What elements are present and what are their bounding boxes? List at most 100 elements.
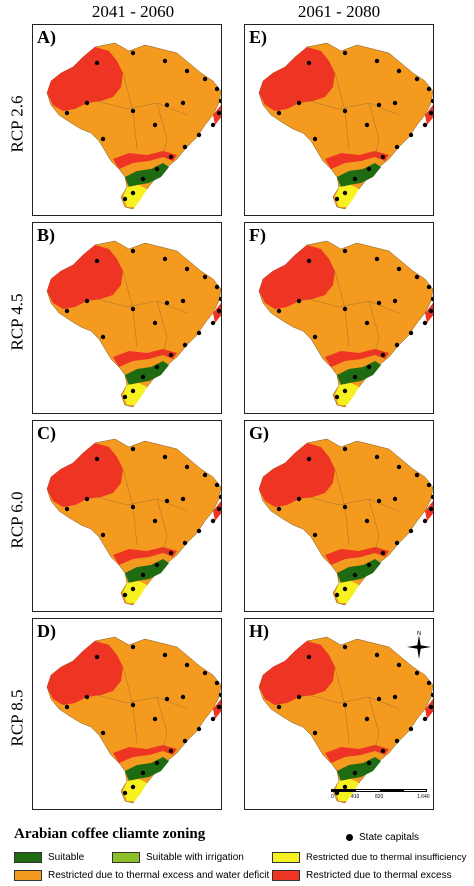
state-capital-dot xyxy=(168,352,174,358)
state-capital-dot xyxy=(306,654,312,660)
legend-insufficiency: Restricted due to thermal insufficiency xyxy=(272,852,466,863)
state-border xyxy=(308,496,400,512)
state-capital-dot xyxy=(366,166,372,172)
header-2041-2060: 2041 - 2060 xyxy=(91,2,175,21)
state-capital-dot xyxy=(342,446,348,452)
state-capital-dot xyxy=(168,748,174,754)
zone-excess-west xyxy=(259,245,335,309)
zone-excess-west xyxy=(47,245,123,309)
state-capital-dot xyxy=(374,256,380,262)
state-capital-dot xyxy=(422,122,428,128)
state-capital-dot xyxy=(100,730,106,736)
state-capital-dot xyxy=(130,248,136,254)
zone-excess-east xyxy=(425,699,433,719)
state-capital-dot xyxy=(202,670,208,676)
state-capital-dot xyxy=(342,50,348,56)
state-capital-dot xyxy=(334,592,340,598)
state-capital-dot xyxy=(140,770,146,776)
state-capital-dot xyxy=(196,132,202,138)
state-capital-dot xyxy=(196,330,202,336)
state-capital-dot xyxy=(184,68,190,74)
state-capital-dot xyxy=(364,716,370,722)
state-capital-dot xyxy=(216,506,221,512)
state-capital-dot xyxy=(312,532,318,538)
state-capital-dot xyxy=(366,562,372,568)
map-panel-g: G) xyxy=(244,420,434,612)
zone-excess-south xyxy=(113,349,177,367)
zone-insufficiency xyxy=(335,185,359,207)
zone-insufficiency xyxy=(123,779,147,801)
state-capital-dot xyxy=(130,702,136,708)
scale-label: 410 xyxy=(351,794,360,800)
state-capital-dot xyxy=(426,86,432,92)
panel-letter: H) xyxy=(249,621,269,641)
brazil-map xyxy=(258,438,433,606)
state-border xyxy=(308,694,400,710)
state-capital-dot xyxy=(130,108,136,114)
state-capital-dot xyxy=(196,726,202,732)
state-capital-dot xyxy=(164,498,170,504)
state-capital-dot xyxy=(130,388,136,394)
state-capital-dot xyxy=(140,374,146,380)
state-capital-dot xyxy=(130,644,136,650)
state-capital-dot xyxy=(180,100,186,106)
state-capital-dot xyxy=(430,98,433,104)
state-capital-dot xyxy=(394,342,400,348)
zone-excess-south xyxy=(113,547,177,565)
state-capital-dot xyxy=(374,454,380,460)
state-capital-dot xyxy=(168,154,174,160)
state-capital-dot xyxy=(312,136,318,142)
compass-north-label: N xyxy=(417,631,421,637)
zone-excess-south xyxy=(325,349,389,367)
state-capital-dot xyxy=(210,122,216,128)
state-capital-dot xyxy=(352,374,358,380)
state-border xyxy=(96,298,188,314)
panel-letter: E) xyxy=(249,27,267,47)
brazil-map xyxy=(46,438,221,606)
state-capital-dot xyxy=(154,166,160,172)
state-capital-dot xyxy=(152,122,158,128)
state-capital-dot xyxy=(100,334,106,340)
rcp-label-2-6: RCP 2.6 xyxy=(7,95,27,153)
state-capital-dot xyxy=(162,58,168,64)
state-capital-dot xyxy=(184,464,190,470)
state-capital-dot xyxy=(376,300,382,306)
state-capital-dot xyxy=(94,456,100,462)
legend-excess-deficit: Restricted due to thermal excess and wat… xyxy=(14,870,269,881)
state-capital-dot xyxy=(426,680,432,686)
state-capital-dot xyxy=(414,274,420,280)
state-capital-dot xyxy=(296,496,302,502)
brazil-map xyxy=(258,636,433,804)
state-capital-dot xyxy=(426,482,432,488)
legend-swatch xyxy=(112,852,140,863)
state-capital-dot xyxy=(214,482,220,488)
zone-excess-south xyxy=(113,745,177,763)
panel-letter: B) xyxy=(37,225,55,245)
state-capital-dot xyxy=(140,572,146,578)
brazil-map xyxy=(258,42,433,210)
map-panel-d: D) xyxy=(32,618,222,810)
state-border xyxy=(368,696,380,752)
zone-excess-south xyxy=(325,547,389,565)
zone-excess-west xyxy=(259,47,335,111)
state-capital-dot xyxy=(414,670,420,676)
map-panel-e: E) xyxy=(244,24,434,216)
state-capital-dot-icon xyxy=(346,834,353,841)
state-capital-dot xyxy=(84,694,90,700)
state-capital-dot xyxy=(422,320,428,326)
state-capital-dot xyxy=(182,144,188,150)
state-capital-dot xyxy=(366,364,372,370)
north-arrow-icon: N xyxy=(407,631,431,659)
zone-insufficiency xyxy=(123,581,147,603)
state-capital-dot xyxy=(396,662,402,668)
brazil-map xyxy=(46,240,221,408)
state-capital-dot xyxy=(380,748,386,754)
state-capital-dot xyxy=(162,256,168,262)
state-capital-dot xyxy=(394,540,400,546)
zone-excess-east xyxy=(213,501,221,521)
state-capital-dot xyxy=(392,694,398,700)
legend-excess: Restricted due to thermal excess xyxy=(272,870,452,881)
state-capital-dot xyxy=(276,704,282,710)
state-capital-dot xyxy=(214,284,220,290)
state-border xyxy=(96,694,188,710)
